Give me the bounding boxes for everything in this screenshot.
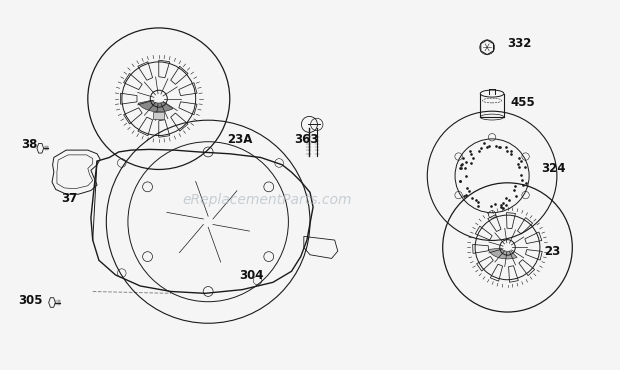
- Text: 363: 363: [294, 133, 319, 146]
- Text: 37: 37: [61, 192, 78, 205]
- Text: 332: 332: [508, 37, 532, 50]
- Text: 38: 38: [21, 138, 38, 151]
- Text: eReplacementParts.com: eReplacementParts.com: [182, 193, 352, 207]
- Text: 305: 305: [19, 295, 43, 307]
- Text: 23: 23: [544, 245, 561, 258]
- Wedge shape: [138, 100, 173, 112]
- Text: 304: 304: [239, 269, 264, 282]
- Text: 455: 455: [511, 96, 535, 109]
- Wedge shape: [489, 248, 517, 259]
- Text: 23A: 23A: [227, 133, 252, 146]
- Text: 324: 324: [541, 162, 566, 175]
- FancyBboxPatch shape: [153, 112, 164, 119]
